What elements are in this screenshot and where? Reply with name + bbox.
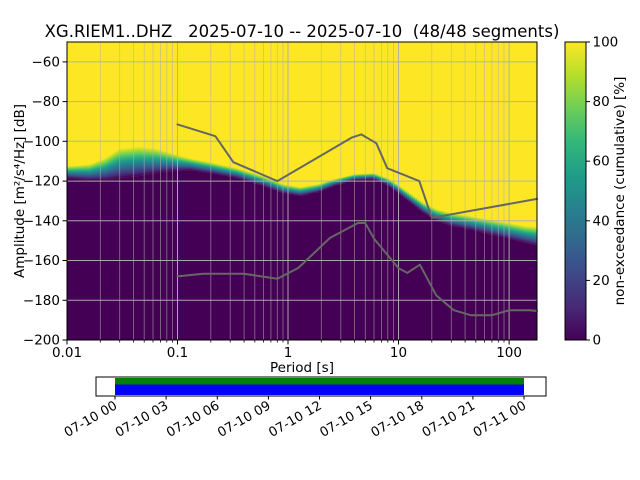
heatmap — [66, 42, 538, 340]
axes: 0.01 0.1 1 10 100 −60 −80 −100 −120 −140 −160 −180 −… — [23, 41, 538, 361]
colorbar-tick-label: 80 — [593, 94, 610, 110]
timeline-tick-label: 07-10 18 — [369, 398, 427, 440]
colorbar: 0 20 40 60 80 100 — [564, 35, 619, 349]
timeline-tick-label: 07-10 09 — [215, 398, 273, 440]
timeline-tick-label: 07-10 00 — [62, 398, 120, 440]
noise-model-nhnm — [176, 123, 538, 219]
y-tick-label: −140 — [23, 213, 60, 229]
y-tick-label: −60 — [32, 54, 61, 70]
y-tick-label: −200 — [23, 333, 60, 349]
colorbar-tick-label: 40 — [593, 213, 610, 229]
x-tick-label: 100 — [496, 345, 522, 361]
colorbar-tick-label: 60 — [593, 154, 610, 170]
timeline-tick-label: 07-11 00 — [471, 398, 529, 440]
colorbar-tick-label: 20 — [593, 273, 610, 289]
coverage-bar-blue — [115, 384, 524, 395]
plot-title: XG.RIEM1..DHZ 2025-07-10 -- 2025-07-10 (… — [44, 22, 560, 41]
timeline-tick-label: 07-10 06 — [164, 398, 222, 440]
coverage-bar-green — [115, 378, 524, 385]
colorbar-label: non-exceedance (cumulative) [%] — [612, 76, 628, 306]
timeline-tick-label: 07-10 03 — [113, 398, 171, 440]
y-tick-label: −160 — [23, 253, 60, 269]
timeline-tick-label: 07-10 15 — [317, 398, 375, 440]
x-axis-label: Period [s] — [270, 360, 334, 376]
noise-model-lines — [176, 123, 538, 317]
colorbar-tick-label: 0 — [593, 333, 602, 349]
x-tick-label: 10 — [390, 345, 407, 361]
y-axis-label: Amplitude [m²/s⁴/Hz] [dB] — [12, 103, 28, 279]
y-tick-label: −80 — [32, 94, 61, 110]
y-tick-label: −120 — [23, 174, 60, 190]
timeline-tick-label: 07-10 12 — [266, 398, 324, 440]
noise-model-nlnm — [176, 222, 538, 317]
x-tick-label: 1 — [284, 345, 293, 361]
x-tick-label: 0.01 — [52, 345, 82, 361]
timeline-tick-label: 07-10 21 — [420, 398, 478, 440]
y-tick-label: −100 — [23, 134, 60, 150]
x-tick-label: 0.1 — [167, 345, 188, 361]
y-tick-label: −180 — [23, 293, 60, 309]
gridlines — [67, 42, 537, 340]
colorbar-tick-label: 100 — [593, 35, 619, 51]
